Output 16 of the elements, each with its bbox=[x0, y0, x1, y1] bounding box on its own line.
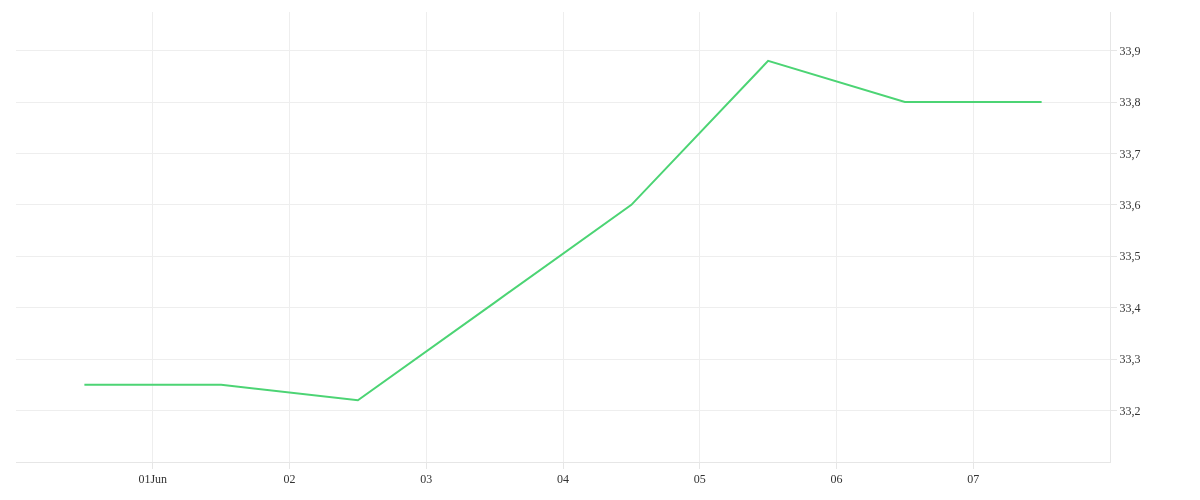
y-tick-label: 33,8 bbox=[1119, 95, 1141, 110]
y-tick-label: 33,3 bbox=[1119, 352, 1141, 367]
line-series bbox=[83, 59, 1043, 402]
x-tick-label: 01Jun bbox=[138, 472, 168, 487]
y-tick-label: 33,5 bbox=[1119, 249, 1141, 264]
y-tick-label: 33,9 bbox=[1119, 43, 1141, 58]
y-tick-label: 33,7 bbox=[1119, 146, 1141, 161]
x-tick-label: 06 bbox=[830, 472, 843, 487]
y-tick-label: 33,6 bbox=[1119, 198, 1141, 213]
y-tick-label: 33,2 bbox=[1119, 403, 1141, 418]
x-tick-label: 02 bbox=[283, 472, 296, 487]
x-tick-label: 04 bbox=[557, 472, 569, 487]
x-tick-label: 05 bbox=[693, 472, 706, 487]
x-tick-label: 07 bbox=[967, 472, 980, 487]
y-tick-label: 33,4 bbox=[1119, 300, 1141, 315]
x-tick-label: 03 bbox=[420, 472, 433, 487]
